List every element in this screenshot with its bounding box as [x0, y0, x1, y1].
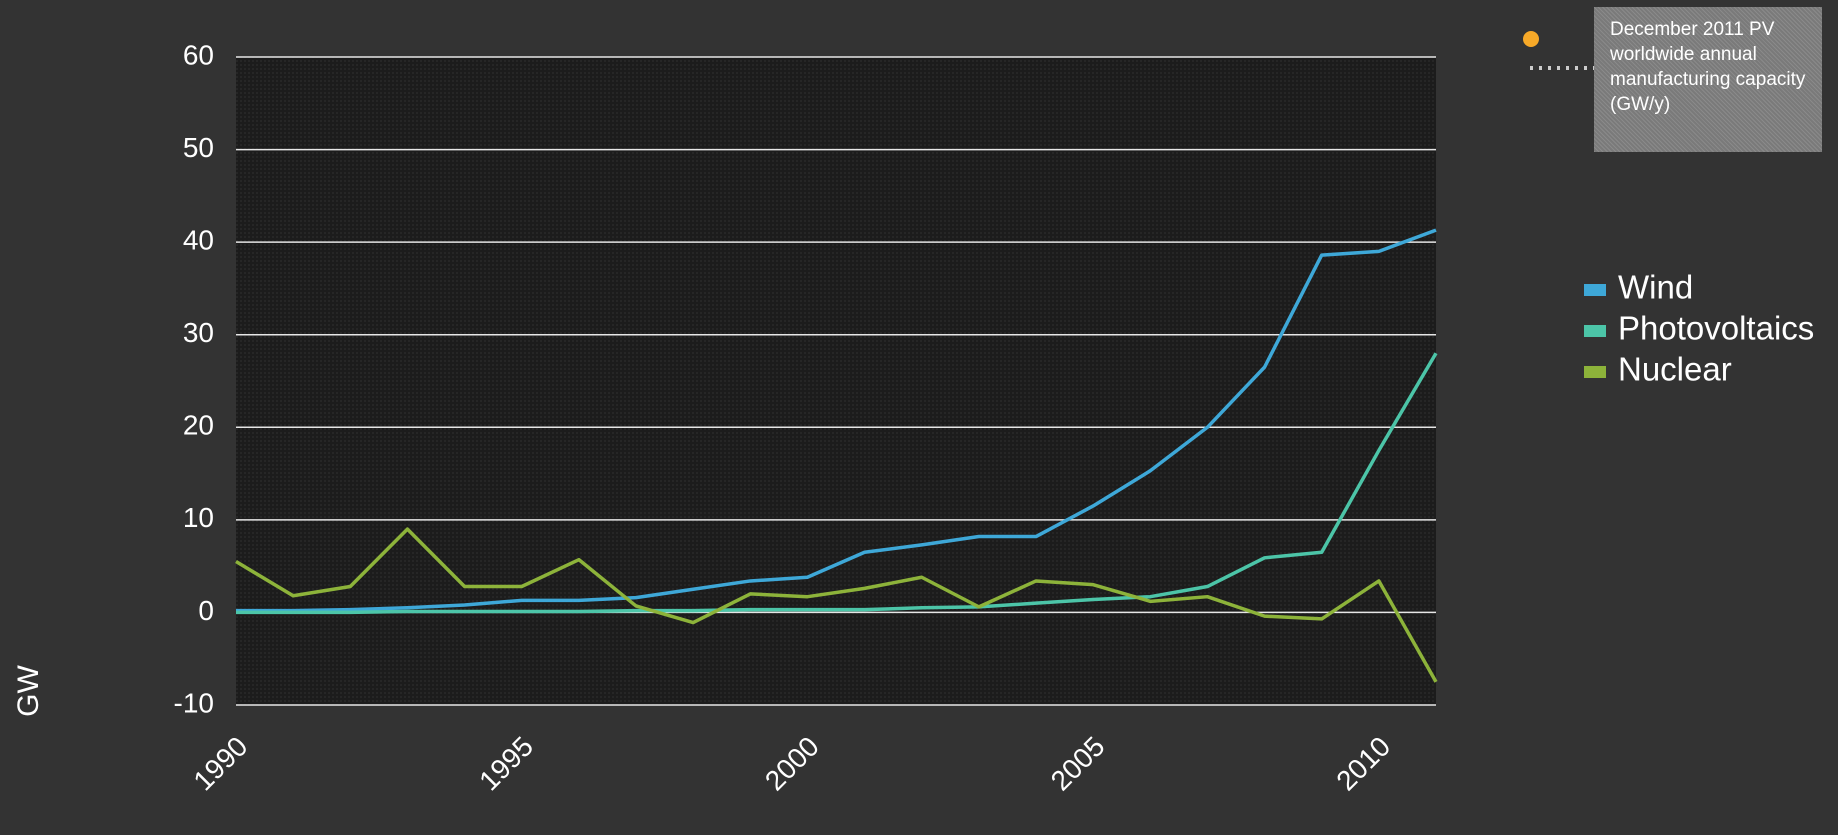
legend-swatch — [1584, 325, 1606, 337]
y-tick-label: 10 — [183, 502, 214, 533]
annotation-dot — [1523, 31, 1539, 47]
series-line — [236, 228, 1437, 613]
y-tick-label: 30 — [183, 317, 214, 348]
legend-swatch — [1584, 366, 1606, 378]
series-line — [235, 527, 1438, 683]
legend-label: Nuclear — [1618, 351, 1732, 388]
series-line — [236, 352, 1438, 615]
y-tick-label: 50 — [183, 132, 214, 163]
y-tick-label: 0 — [198, 595, 214, 626]
y-tick-label: 20 — [183, 410, 214, 441]
legend-label: Wind — [1618, 269, 1693, 306]
x-tick-label: 2010 — [1330, 731, 1396, 797]
x-tick-label: 1990 — [187, 731, 253, 797]
annotation: December 2011 PV worldwide annual manufa… — [1594, 7, 1822, 152]
y-tick-label: 40 — [183, 225, 214, 256]
legend-swatch — [1584, 284, 1606, 296]
x-tick-label: 2005 — [1045, 731, 1111, 797]
legend-label: Photovoltaics — [1618, 310, 1814, 347]
plot-area — [236, 57, 1436, 705]
y-axis-label: GW — [12, 664, 45, 716]
y-tick-label: -10 — [174, 687, 214, 718]
x-tick-label: 2000 — [759, 731, 825, 797]
x-tick-label: 1995 — [473, 731, 539, 797]
y-tick-label: 60 — [183, 39, 214, 70]
